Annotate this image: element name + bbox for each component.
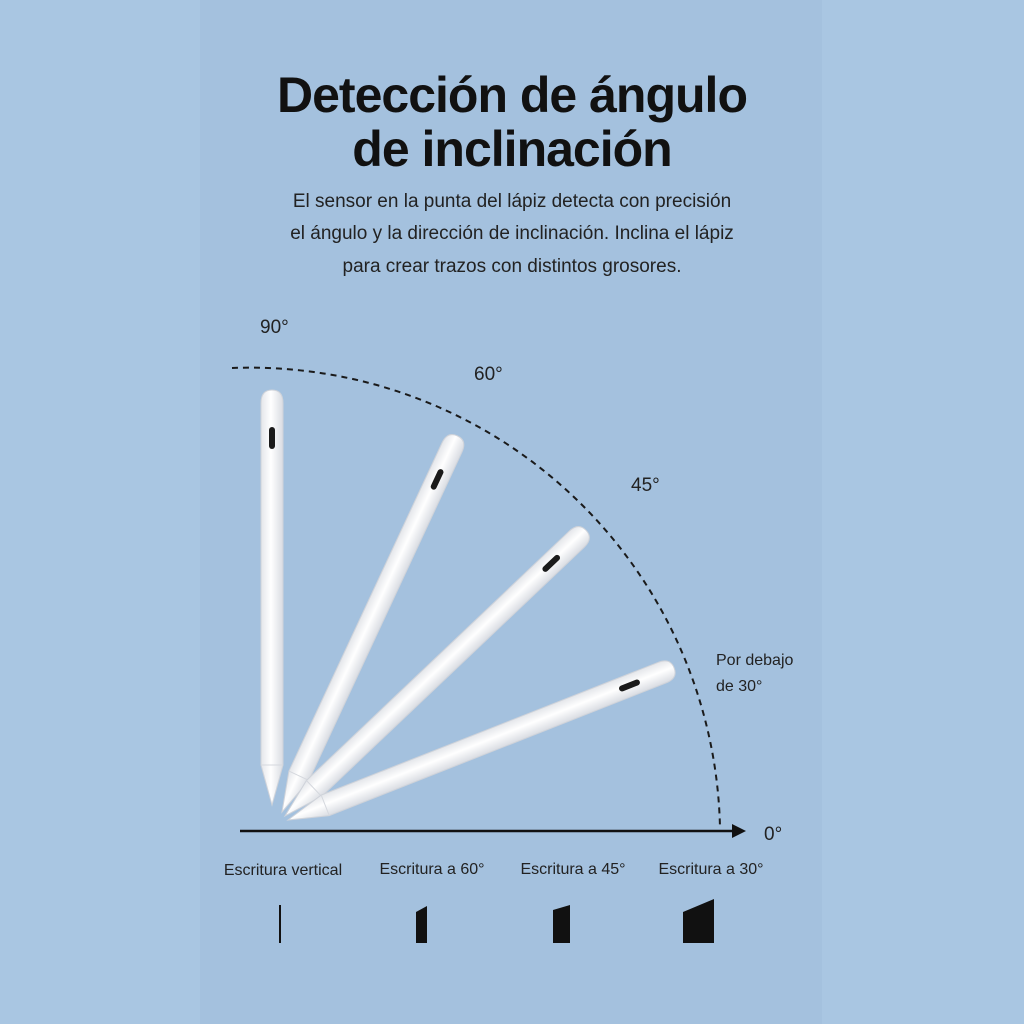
title-line: Detección de ángulo (277, 67, 747, 123)
stroke-sample (553, 905, 570, 943)
caption: Escritura vertical (224, 862, 342, 879)
angle-label: 90° (260, 317, 289, 338)
stroke-sample (279, 905, 281, 943)
angle-label: 0° (764, 824, 782, 845)
description-line: El sensor en la punta del lápiz detecta … (293, 191, 731, 212)
angle-label: Por debajo (716, 652, 793, 669)
title-line: de inclinación (352, 121, 671, 177)
panel (200, 0, 822, 1024)
stroke-sample (416, 906, 427, 943)
caption: Escritura a 60° (379, 861, 484, 878)
angle-label: de 30° (716, 678, 762, 695)
stroke-sample (683, 899, 714, 943)
caption: Escritura a 30° (658, 861, 763, 878)
description-line: para crear trazos con distintos grosores… (343, 256, 682, 277)
angle-arc (231, 366, 721, 829)
axis-arrow (732, 824, 746, 838)
description-line: el ángulo y la dirección de inclinación.… (290, 223, 734, 244)
angle-label: 60° (474, 364, 503, 385)
caption: Escritura a 45° (520, 861, 625, 878)
angle-label: 45° (631, 475, 660, 496)
